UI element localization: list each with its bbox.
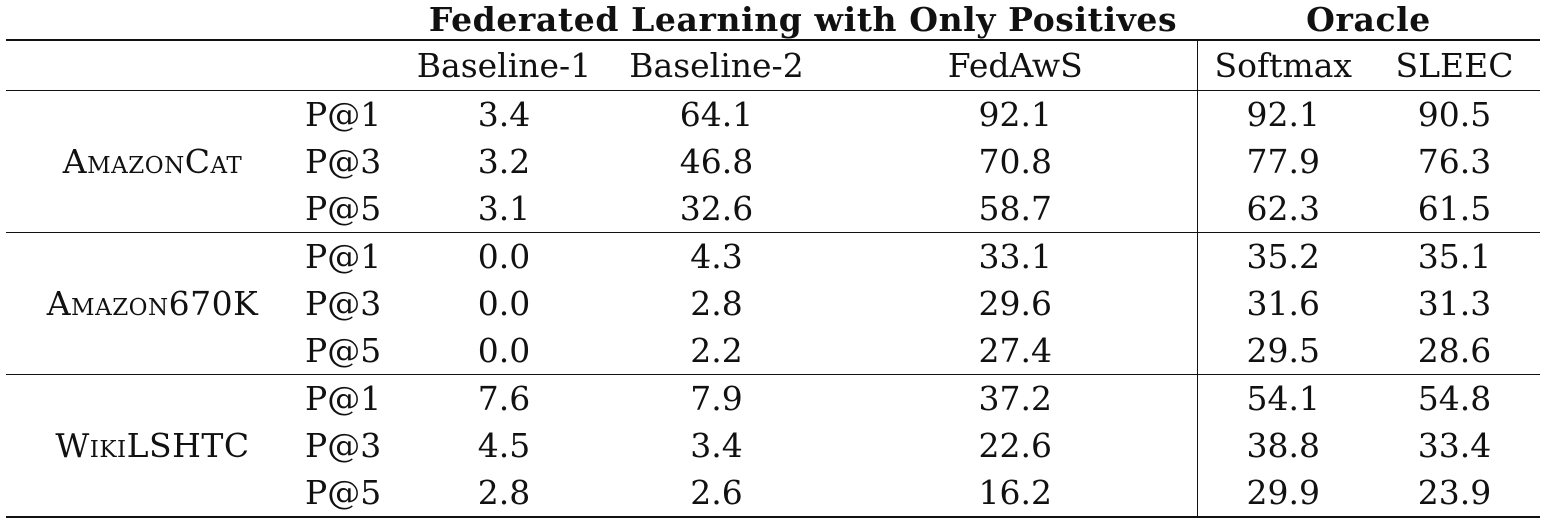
cell-baseline-1: 7.6	[477, 379, 531, 418]
table-row: Amazon670K P@1 0.0 4.3 33.1 35.2 35.1	[6, 232, 1540, 375]
group-header-row: Federated Learning with Only Positives O…	[6, 0, 1540, 40]
dataset-name: AmazonCat	[6, 90, 299, 233]
oracle-group-header: Oracle	[1306, 0, 1431, 39]
cell-fedaws: 29.6	[978, 284, 1052, 323]
cell-sleec: 90.5	[1417, 95, 1492, 134]
col-header-fedaws: FedAwS	[834, 39, 1197, 91]
col-header-softmax: Softmax	[1196, 39, 1369, 91]
metric-label: P@5	[299, 327, 409, 375]
fl-group-header: Federated Learning with Only Positives	[428, 0, 1178, 39]
cell-sleec: 61.5	[1369, 185, 1540, 233]
table-row: P@3 4.5 3.4 22.6 38.8 33.4	[6, 422, 1540, 469]
cell-softmax: 92.1	[1196, 90, 1369, 138]
metric-label: P@5	[299, 185, 409, 233]
cell-fedaws: 27.4	[834, 327, 1197, 375]
table-row: WikiLSHTC P@1 7.6 7.9 37.2 54.1 54.8	[6, 374, 1540, 518]
cell-baseline-1: 2.8	[409, 469, 599, 518]
cell-sleec: 23.9	[1369, 469, 1540, 518]
table-row: P@3 3.2 46.8 70.8 77.9 76.3	[6, 138, 1540, 185]
table-row: P@3 0.0 2.8 29.6 31.6 31.3	[6, 280, 1540, 327]
cell-baseline-2: 4.3	[690, 237, 743, 276]
cell-softmax: 77.9	[1196, 138, 1369, 185]
cell-baseline-1: 0.0	[477, 284, 531, 323]
cell-softmax: 31.6	[1196, 280, 1369, 327]
col-header-baseline-1: Baseline-1	[409, 39, 599, 91]
metric-label: P@1	[305, 237, 382, 276]
metric-label: P@3	[305, 426, 382, 465]
cell-baseline-2: 2.2	[599, 327, 834, 375]
cell-baseline-1: 3.1	[409, 185, 599, 233]
table-row: P@5 0.0 2.2 27.4 29.5 28.6	[6, 327, 1540, 375]
column-header-row: Baseline-1 Baseline-2 FedAwS Softmax SLE…	[6, 39, 1540, 91]
cell-baseline-2: 7.9	[690, 379, 743, 418]
metric-label: P@3	[305, 142, 382, 181]
cell-baseline-2: 3.4	[690, 426, 743, 465]
cell-softmax: 38.8	[1196, 422, 1369, 469]
cell-sleec: 28.6	[1369, 327, 1540, 375]
cell-baseline-2: 32.6	[599, 185, 834, 233]
cell-sleec: 35.1	[1417, 237, 1492, 276]
cell-baseline-2: 46.8	[679, 142, 754, 181]
cell-baseline-2: 2.8	[690, 284, 743, 323]
cell-fedaws: 37.2	[978, 379, 1052, 418]
cell-baseline-1: 4.5	[477, 426, 531, 465]
table-row: P@5 2.8 2.6 16.2 29.9 23.9	[6, 469, 1540, 518]
cell-baseline-1: 3.2	[477, 142, 531, 181]
cell-fedaws: 58.7	[834, 185, 1197, 233]
table-row: AmazonCat P@1 3.4 64.1 92.1 92.1 90.5	[6, 90, 1540, 233]
cell-softmax: 62.3	[1196, 185, 1369, 233]
empty-header-cell	[6, 0, 409, 40]
cell-fedaws: 70.8	[978, 142, 1052, 181]
cell-baseline-2: 64.1	[679, 95, 754, 134]
cell-softmax: 29.5	[1196, 327, 1369, 375]
metric-label: P@1	[305, 95, 382, 134]
col-header-sleec: SLEEC	[1369, 39, 1540, 91]
cell-baseline-2: 2.6	[599, 469, 834, 518]
cell-fedaws: 22.6	[978, 426, 1052, 465]
cell-softmax: 29.9	[1196, 469, 1369, 518]
cell-sleec: 76.3	[1417, 142, 1492, 181]
metric-label: P@5	[299, 469, 409, 518]
cell-baseline-1: 3.4	[477, 95, 531, 134]
dataset-name: WikiLSHTC	[6, 374, 299, 518]
dataset-name: Amazon670K	[6, 232, 299, 375]
metric-label: P@3	[305, 284, 382, 323]
cell-fedaws: 33.1	[978, 237, 1052, 276]
table-row: P@5 3.1 32.6 58.7 62.3 61.5	[6, 185, 1540, 233]
cell-baseline-1: 0.0	[477, 237, 531, 276]
cell-fedaws: 92.1	[978, 95, 1052, 134]
cell-fedaws: 16.2	[834, 469, 1197, 518]
cell-sleec: 31.3	[1417, 284, 1492, 323]
col-header-baseline-2: Baseline-2	[599, 39, 834, 91]
cell-sleec: 54.8	[1417, 379, 1492, 418]
cell-sleec: 33.4	[1417, 426, 1492, 465]
cell-softmax: 54.1	[1196, 374, 1369, 422]
results-table: Federated Learning with Only Positives O…	[6, 0, 1540, 518]
empty-header-cell	[6, 39, 409, 91]
cell-baseline-1: 0.0	[409, 327, 599, 375]
metric-label: P@1	[305, 379, 382, 418]
cell-softmax: 35.2	[1196, 232, 1369, 280]
